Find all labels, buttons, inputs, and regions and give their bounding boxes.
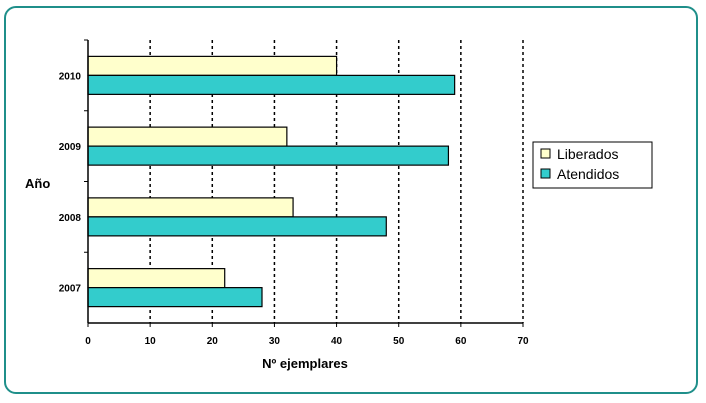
x-tick-labels: 0 10 20 30 40 50 60 70: [85, 336, 529, 347]
bar-atendidos-2008: [87, 216, 387, 237]
bar-atendidos-2007: [87, 287, 263, 308]
x-tick-label-30: 30: [269, 336, 281, 347]
bar-liberados-2009: [87, 126, 288, 147]
x-tick-label-40: 40: [331, 336, 343, 347]
legend-label-atendidos: Atendidos: [557, 166, 619, 182]
bar-liberados-2008: [87, 197, 294, 218]
legend-swatch-liberados: [540, 148, 551, 159]
x-tick-label-10: 10: [145, 336, 157, 347]
y-tick-labels: 2007 2008 2009 2010: [59, 71, 82, 294]
legend-box: [532, 141, 653, 189]
bars: [84, 39, 456, 308]
y-tick-label-2009: 2009: [59, 142, 82, 153]
x-tick-label-50: 50: [393, 336, 405, 347]
legend-swatch-atendidos: [540, 168, 551, 179]
axes: [87, 40, 523, 324]
bar-liberados-2010: [87, 55, 338, 76]
legend-label-liberados: Liberados: [557, 146, 619, 162]
x-tick-label-20: 20: [207, 336, 219, 347]
legend: Liberados Atendidos: [532, 141, 653, 189]
bar-atendidos-2010: [87, 74, 456, 95]
bar-liberados-2007: [87, 268, 226, 289]
y-tick-label-2007: 2007: [59, 284, 82, 295]
y-axis-title: Año: [25, 176, 50, 191]
x-tick-label-60: 60: [455, 336, 467, 347]
bar-atendidos-2009: [87, 145, 450, 166]
x-tick-label-0: 0: [85, 336, 91, 347]
y-tick-label-2010: 2010: [59, 71, 82, 82]
x-axis-title: Nº ejemplares: [262, 356, 348, 371]
x-tick-label-70: 70: [517, 336, 529, 347]
y-tick-label-2008: 2008: [59, 213, 82, 224]
